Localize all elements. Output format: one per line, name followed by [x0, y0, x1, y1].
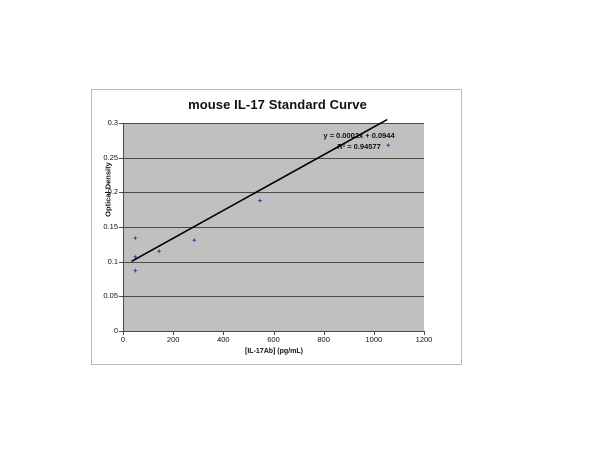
x-axis-tick-label: 1000 — [365, 335, 383, 344]
y-axis-tick-label: 0.3 — [107, 118, 118, 127]
gridline — [124, 157, 424, 159]
y-axis-tick — [119, 227, 123, 228]
x-axis-tick-label: 200 — [166, 335, 180, 344]
x-axis-tick — [323, 331, 325, 335]
x-axis-tick — [123, 331, 124, 335]
chart-title: mouse IL-17 Standard Curve — [188, 97, 367, 112]
gridline — [124, 192, 424, 194]
data-point — [257, 198, 263, 204]
y-axis-tick — [119, 192, 123, 194]
x-axis-tick-label: 800 — [317, 335, 330, 344]
r-squared-text: R² = 0.94577 — [337, 141, 381, 151]
y-axis-tick-label: 0.15 — [103, 222, 118, 231]
y-axis-tick — [119, 123, 123, 124]
x-axis-tick-label: 0 — [120, 335, 126, 344]
y-axis-tick-label: 0.05 — [103, 291, 118, 301]
y-axis-tick — [119, 157, 123, 159]
y-axis-tick-label: 0.1 — [107, 256, 118, 266]
data-point — [385, 142, 391, 148]
gridline — [124, 123, 424, 124]
plot-area: y = 0.0002x + 0.0944 R² = 0.94577 — [123, 118, 424, 331]
data-point — [132, 254, 138, 260]
x-axis-tick-label: 400 — [217, 335, 230, 344]
y-axis-tick — [119, 331, 123, 332]
x-axis-tick — [373, 331, 375, 335]
y-axis-tick-label: 0 — [113, 326, 118, 335]
x-axis-tick — [223, 331, 225, 335]
y-axis-tick — [119, 296, 123, 298]
x-axis-tick-label: 600 — [267, 335, 280, 344]
data-point — [132, 235, 138, 241]
y-axis-tick — [119, 261, 123, 263]
x-axis-tick — [273, 331, 275, 335]
data-point — [156, 248, 162, 254]
gridline — [124, 227, 424, 228]
chart-frame: mouse IL-17 Standard Curve y = 0.0002x +… — [91, 89, 462, 365]
y-axis-label: Optical Density — [103, 162, 113, 217]
y-axis-tick-label: 0.25 — [103, 152, 118, 162]
x-axis-tick-label: 1200 — [415, 335, 433, 344]
y-axis-tick-label: 0.2 — [107, 187, 118, 197]
data-point — [191, 237, 197, 243]
gridline — [124, 261, 424, 263]
trendline — [131, 118, 388, 263]
x-axis-tick — [173, 331, 175, 335]
x-axis-tick — [424, 331, 425, 335]
gridline — [124, 296, 424, 298]
x-axis-label: [IL-17Ab] (pg/mL) — [245, 348, 303, 355]
data-point — [132, 268, 138, 274]
